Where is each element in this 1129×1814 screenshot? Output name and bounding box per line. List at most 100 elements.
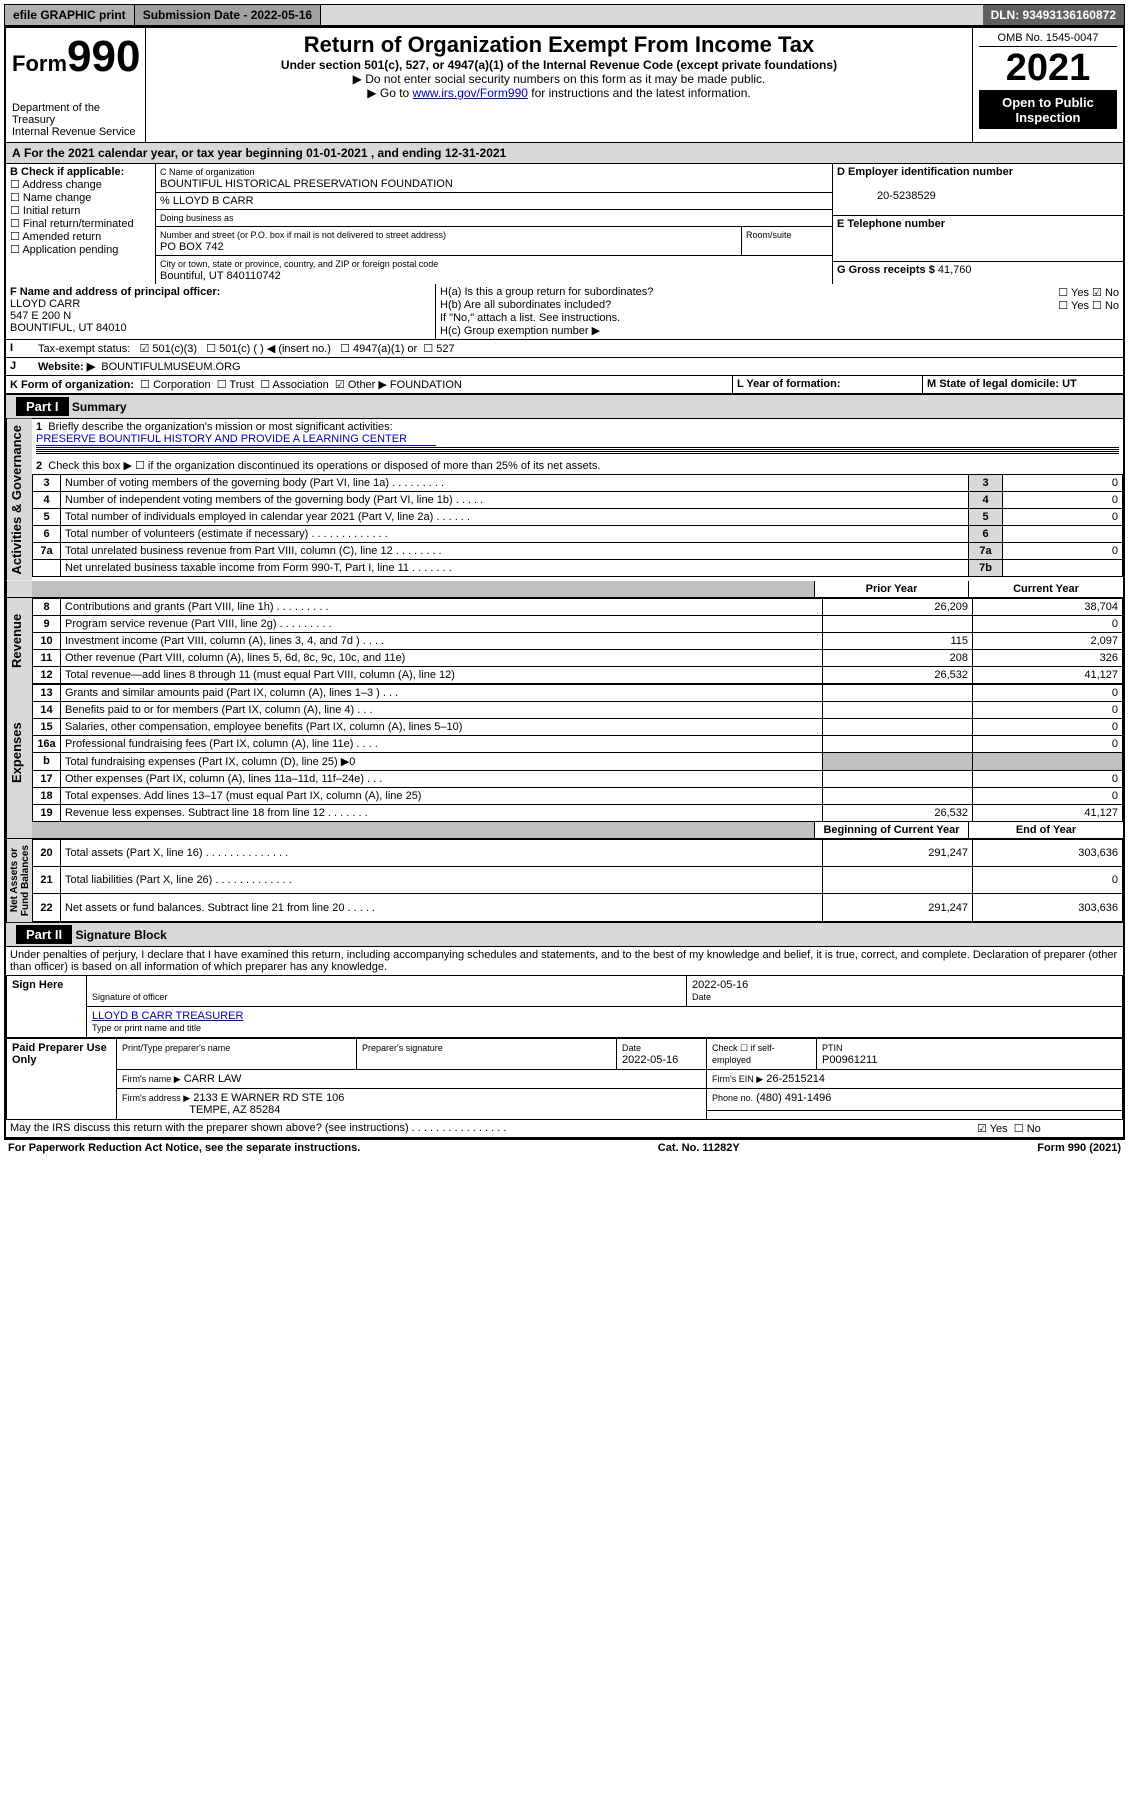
chk-501c[interactable]: 501(c) ( ) ◀ (insert no.) — [206, 343, 331, 355]
header-right: OMB No. 1545-0047 2021 Open to Public In… — [973, 28, 1123, 142]
discuss-yes[interactable]: Yes — [977, 1123, 1008, 1135]
line5-val: 0 — [1003, 509, 1123, 526]
Ha-yes[interactable]: Yes — [1058, 287, 1089, 299]
discuss-no[interactable]: No — [1014, 1123, 1041, 1135]
line6-val — [1003, 526, 1123, 543]
section-netassets: Net Assets or Fund Balances 20Total asse… — [6, 839, 1123, 922]
firm-addr-label: Firm's address ▶ — [122, 1093, 190, 1103]
part2-bar: Part II Signature Block — [6, 922, 1123, 947]
section-governance: Activities & Governance 1 Briefly descri… — [6, 419, 1123, 581]
omb-number: OMB No. 1545-0047 — [979, 32, 1117, 47]
ptin-label: PTIN — [822, 1043, 843, 1053]
sign-date: 2022-05-16 — [692, 979, 748, 991]
form-header: Form990 Department of the Treasury Inter… — [6, 28, 1123, 143]
line7a-val: 0 — [1003, 543, 1123, 560]
Hc-label: H(c) Group exemption number ▶ — [440, 324, 1119, 337]
gov-table: 3Number of voting members of the governi… — [32, 474, 1123, 577]
C-name-label: C Name of organization — [160, 167, 255, 177]
vtab-net: Net Assets or Fund Balances — [6, 839, 32, 922]
section-expenses: Expenses 13Grants and similar amounts pa… — [6, 684, 1123, 822]
firm-addr2: TEMPE, AZ 85284 — [189, 1104, 280, 1116]
section-BCDE: B Check if applicable: Address change Na… — [6, 164, 1123, 284]
city-label: City or town, state or province, country… — [160, 259, 438, 269]
line2: Check this box ▶ ☐ if the organization d… — [48, 460, 600, 472]
org-name: BOUNTIFUL HISTORICAL PRESERVATION FOUNDA… — [160, 178, 453, 190]
hdr-prior: Prior Year — [815, 581, 969, 597]
page-footer: For Paperwork Reduction Act Notice, see … — [4, 1140, 1125, 1156]
chk-final-return[interactable]: Final return/terminated — [10, 218, 134, 230]
chk-501c3[interactable]: 501(c)(3) — [140, 343, 198, 355]
prep-sig-label: Preparer's signature — [362, 1043, 443, 1053]
chk-4947[interactable]: 4947(a)(1) or — [340, 343, 417, 355]
irs-link[interactable]: www.irs.gov/Form990 — [413, 86, 528, 100]
efile-print-button[interactable]: efile GRAPHIC print — [5, 5, 135, 25]
line1-label: Briefly describe the organization's miss… — [48, 421, 392, 433]
prep-date-label: Date — [622, 1043, 641, 1053]
line7a: Total unrelated business revenue from Pa… — [61, 543, 969, 560]
section-revenue: Revenue 8Contributions and grants (Part … — [6, 598, 1123, 684]
chk-name-change[interactable]: Name change — [10, 192, 91, 204]
Hb-no[interactable]: No — [1092, 300, 1119, 312]
discuss-row: May the IRS discuss this return with the… — [6, 1120, 1123, 1138]
line3-val: 0 — [1003, 475, 1123, 492]
chk-corp[interactable]: Corporation — [140, 379, 210, 391]
F-label: F Name and address of principal officer: — [10, 286, 220, 298]
sub3-pre: Go to — [380, 86, 413, 100]
row-I: I Tax-exempt status: 501(c)(3) 501(c) ( … — [6, 340, 1123, 358]
officer-name: LLOYD CARR — [10, 298, 80, 310]
line7b-val — [1003, 560, 1123, 577]
Hb-label: H(b) Are all subordinates included? — [440, 299, 1058, 312]
sign-here-block: Sign Here Signature of officer 2022-05-1… — [6, 975, 1123, 1038]
form-ref: Form 990 (2021) — [1037, 1142, 1121, 1154]
chk-address-change[interactable]: Address change — [10, 179, 102, 191]
line-A: A For the 2021 calendar year, or tax yea… — [6, 143, 1123, 164]
dba-label: Doing business as — [160, 213, 234, 223]
org-address: PO BOX 742 — [160, 241, 224, 253]
irs: Internal Revenue Service — [12, 126, 139, 138]
line6: Total number of volunteers (estimate if … — [61, 526, 969, 543]
sig-label: Signature of officer — [92, 992, 167, 1002]
subtitle-1: Under section 501(c), 527, or 4947(a)(1)… — [152, 58, 966, 72]
chk-other[interactable]: Other ▶ — [335, 379, 387, 391]
K-label: K Form of organization: — [10, 379, 134, 391]
form-prefix: Form — [12, 51, 67, 76]
section-DE: D Employer identification number 20-5238… — [833, 164, 1123, 284]
discuss-label: May the IRS discuss this return with the… — [6, 1120, 973, 1137]
chk-app-pending[interactable]: Application pending — [10, 244, 118, 256]
row-J: J Website: ▶ BOUNTIFULMUSEUM.ORG — [6, 358, 1123, 376]
prep-date: 2022-05-16 — [622, 1054, 678, 1066]
chk-527[interactable]: 527 — [423, 343, 454, 355]
chk-trust[interactable]: Trust — [217, 379, 254, 391]
Hb-yes[interactable]: Yes — [1058, 300, 1089, 312]
I-label: Tax-exempt status: — [38, 343, 130, 355]
chk-initial-return[interactable]: Initial return — [10, 205, 80, 217]
addr-label: Number and street (or P.O. box if mail i… — [160, 230, 446, 240]
part1-bar: Part I Summary — [6, 394, 1123, 419]
perjury-decl: Under penalties of perjury, I declare th… — [6, 947, 1123, 975]
vtab-revenue: Revenue — [6, 598, 32, 684]
vtab-spacer — [6, 581, 32, 597]
K-other-val: FOUNDATION — [390, 379, 462, 391]
chk-amended[interactable]: Amended return — [10, 231, 101, 243]
part2-hdr: Part II — [16, 925, 72, 944]
tax-year: 2021 — [979, 47, 1117, 91]
submission-date: Submission Date - 2022-05-16 — [135, 5, 321, 25]
M-label: M State of legal domicile: UT — [927, 378, 1077, 390]
phone-label: Phone no. — [712, 1093, 753, 1103]
line4: Number of independent voting members of … — [61, 492, 969, 509]
Ha-no[interactable]: No — [1092, 287, 1119, 299]
section-B: B Check if applicable: Address change Na… — [6, 164, 156, 284]
firm-ein: 26-2515214 — [766, 1073, 825, 1085]
officer-name-link[interactable]: LLOYD B CARR TREASURER — [92, 1010, 243, 1022]
self-emp-label: Check ☐ if self-employed — [712, 1043, 775, 1065]
firm-phone: (480) 491-1496 — [756, 1092, 831, 1104]
org-city: Bountiful, UT 840110742 — [160, 270, 281, 282]
chk-assoc[interactable]: Association — [260, 379, 329, 391]
line7b: Net unrelated business taxable income fr… — [61, 560, 969, 577]
website: BOUNTIFULMUSEUM.ORG — [101, 361, 240, 373]
officer-addr2: BOUNTIFUL, UT 84010 — [10, 322, 127, 334]
form-title: Return of Organization Exempt From Incom… — [152, 32, 966, 58]
sign-here-label: Sign Here — [7, 975, 87, 1037]
row-FH: F Name and address of principal officer:… — [6, 284, 1123, 340]
date-label: Date — [692, 992, 711, 1002]
